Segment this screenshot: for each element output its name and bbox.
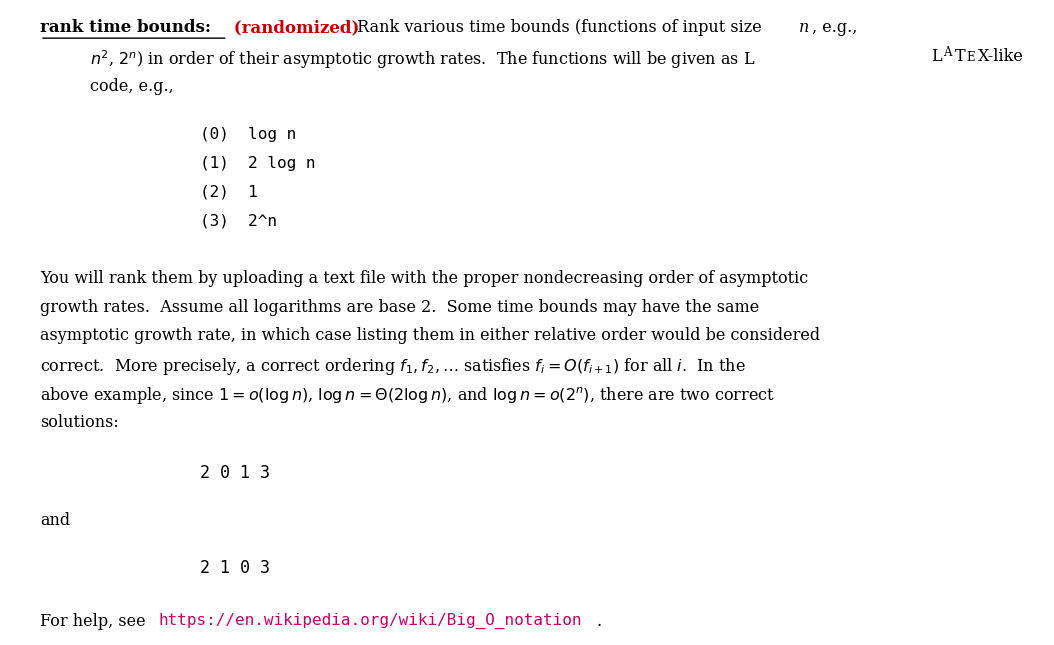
Text: You will rank them by uploading a text file with the proper nondecreasing order : You will rank them by uploading a text f… [40, 270, 808, 287]
Text: solutions:: solutions: [40, 413, 119, 431]
Text: above example, since $1 = o(\log n)$, $\log n = \Theta(2 \log n)$, and $\log n =: above example, since $1 = o(\log n)$, $\… [40, 385, 775, 406]
Text: correct.  More precisely, a correct ordering $f_1, f_2, \ldots$ satisfies $f_i =: correct. More precisely, a correct order… [40, 356, 746, 377]
Text: growth rates.  Assume all logarithms are base 2.  Some time bounds may have the : growth rates. Assume all logarithms are … [40, 299, 759, 315]
Text: .: . [597, 613, 602, 630]
Text: E: E [967, 51, 975, 64]
Text: 2 0 1 3: 2 0 1 3 [200, 464, 270, 482]
Text: rank time bounds:: rank time bounds: [40, 19, 211, 36]
Text: X-like: X-like [978, 48, 1024, 66]
Text: A: A [943, 46, 952, 59]
Text: and: and [40, 511, 71, 529]
Text: (randomized): (randomized) [228, 19, 359, 36]
Text: , e.g.,: , e.g., [812, 19, 857, 36]
Text: For help, see: For help, see [40, 613, 151, 630]
Text: n: n [799, 19, 809, 36]
Text: code, e.g.,: code, e.g., [90, 78, 173, 95]
Text: (3)  2^n: (3) 2^n [200, 213, 277, 228]
Text: https://en.wikipedia.org/wiki/Big_O_notation: https://en.wikipedia.org/wiki/Big_O_nota… [158, 613, 582, 630]
Text: (0)  log n: (0) log n [200, 127, 296, 142]
Text: asymptotic growth rate, in which case listing them in either relative order woul: asymptotic growth rate, in which case li… [40, 328, 820, 344]
Text: L: L [931, 48, 941, 66]
Text: 2 1 0 3: 2 1 0 3 [200, 559, 270, 577]
Text: (2)  1: (2) 1 [200, 184, 258, 199]
Text: T: T [955, 48, 965, 66]
Text: Rank various time bounds (functions of input size: Rank various time bounds (functions of i… [352, 19, 767, 36]
Text: $n^2$, $2^n$) in order of their asymptotic growth rates.  The functions will be : $n^2$, $2^n$) in order of their asymptot… [90, 48, 755, 71]
Text: (1)  2 log n: (1) 2 log n [200, 155, 316, 171]
